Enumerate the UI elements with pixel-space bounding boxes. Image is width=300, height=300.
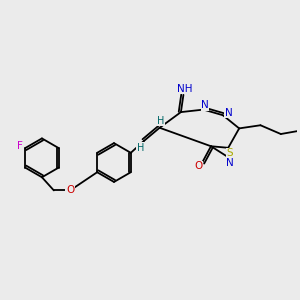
Text: O: O <box>66 185 74 195</box>
Text: NH: NH <box>177 84 193 94</box>
Text: H: H <box>136 143 144 153</box>
Text: N: N <box>225 108 232 118</box>
Text: F: F <box>16 141 22 151</box>
Text: O: O <box>194 161 202 171</box>
Text: H: H <box>158 116 165 126</box>
Text: N: N <box>226 158 233 168</box>
Text: S: S <box>226 148 233 158</box>
Text: N: N <box>201 100 209 110</box>
